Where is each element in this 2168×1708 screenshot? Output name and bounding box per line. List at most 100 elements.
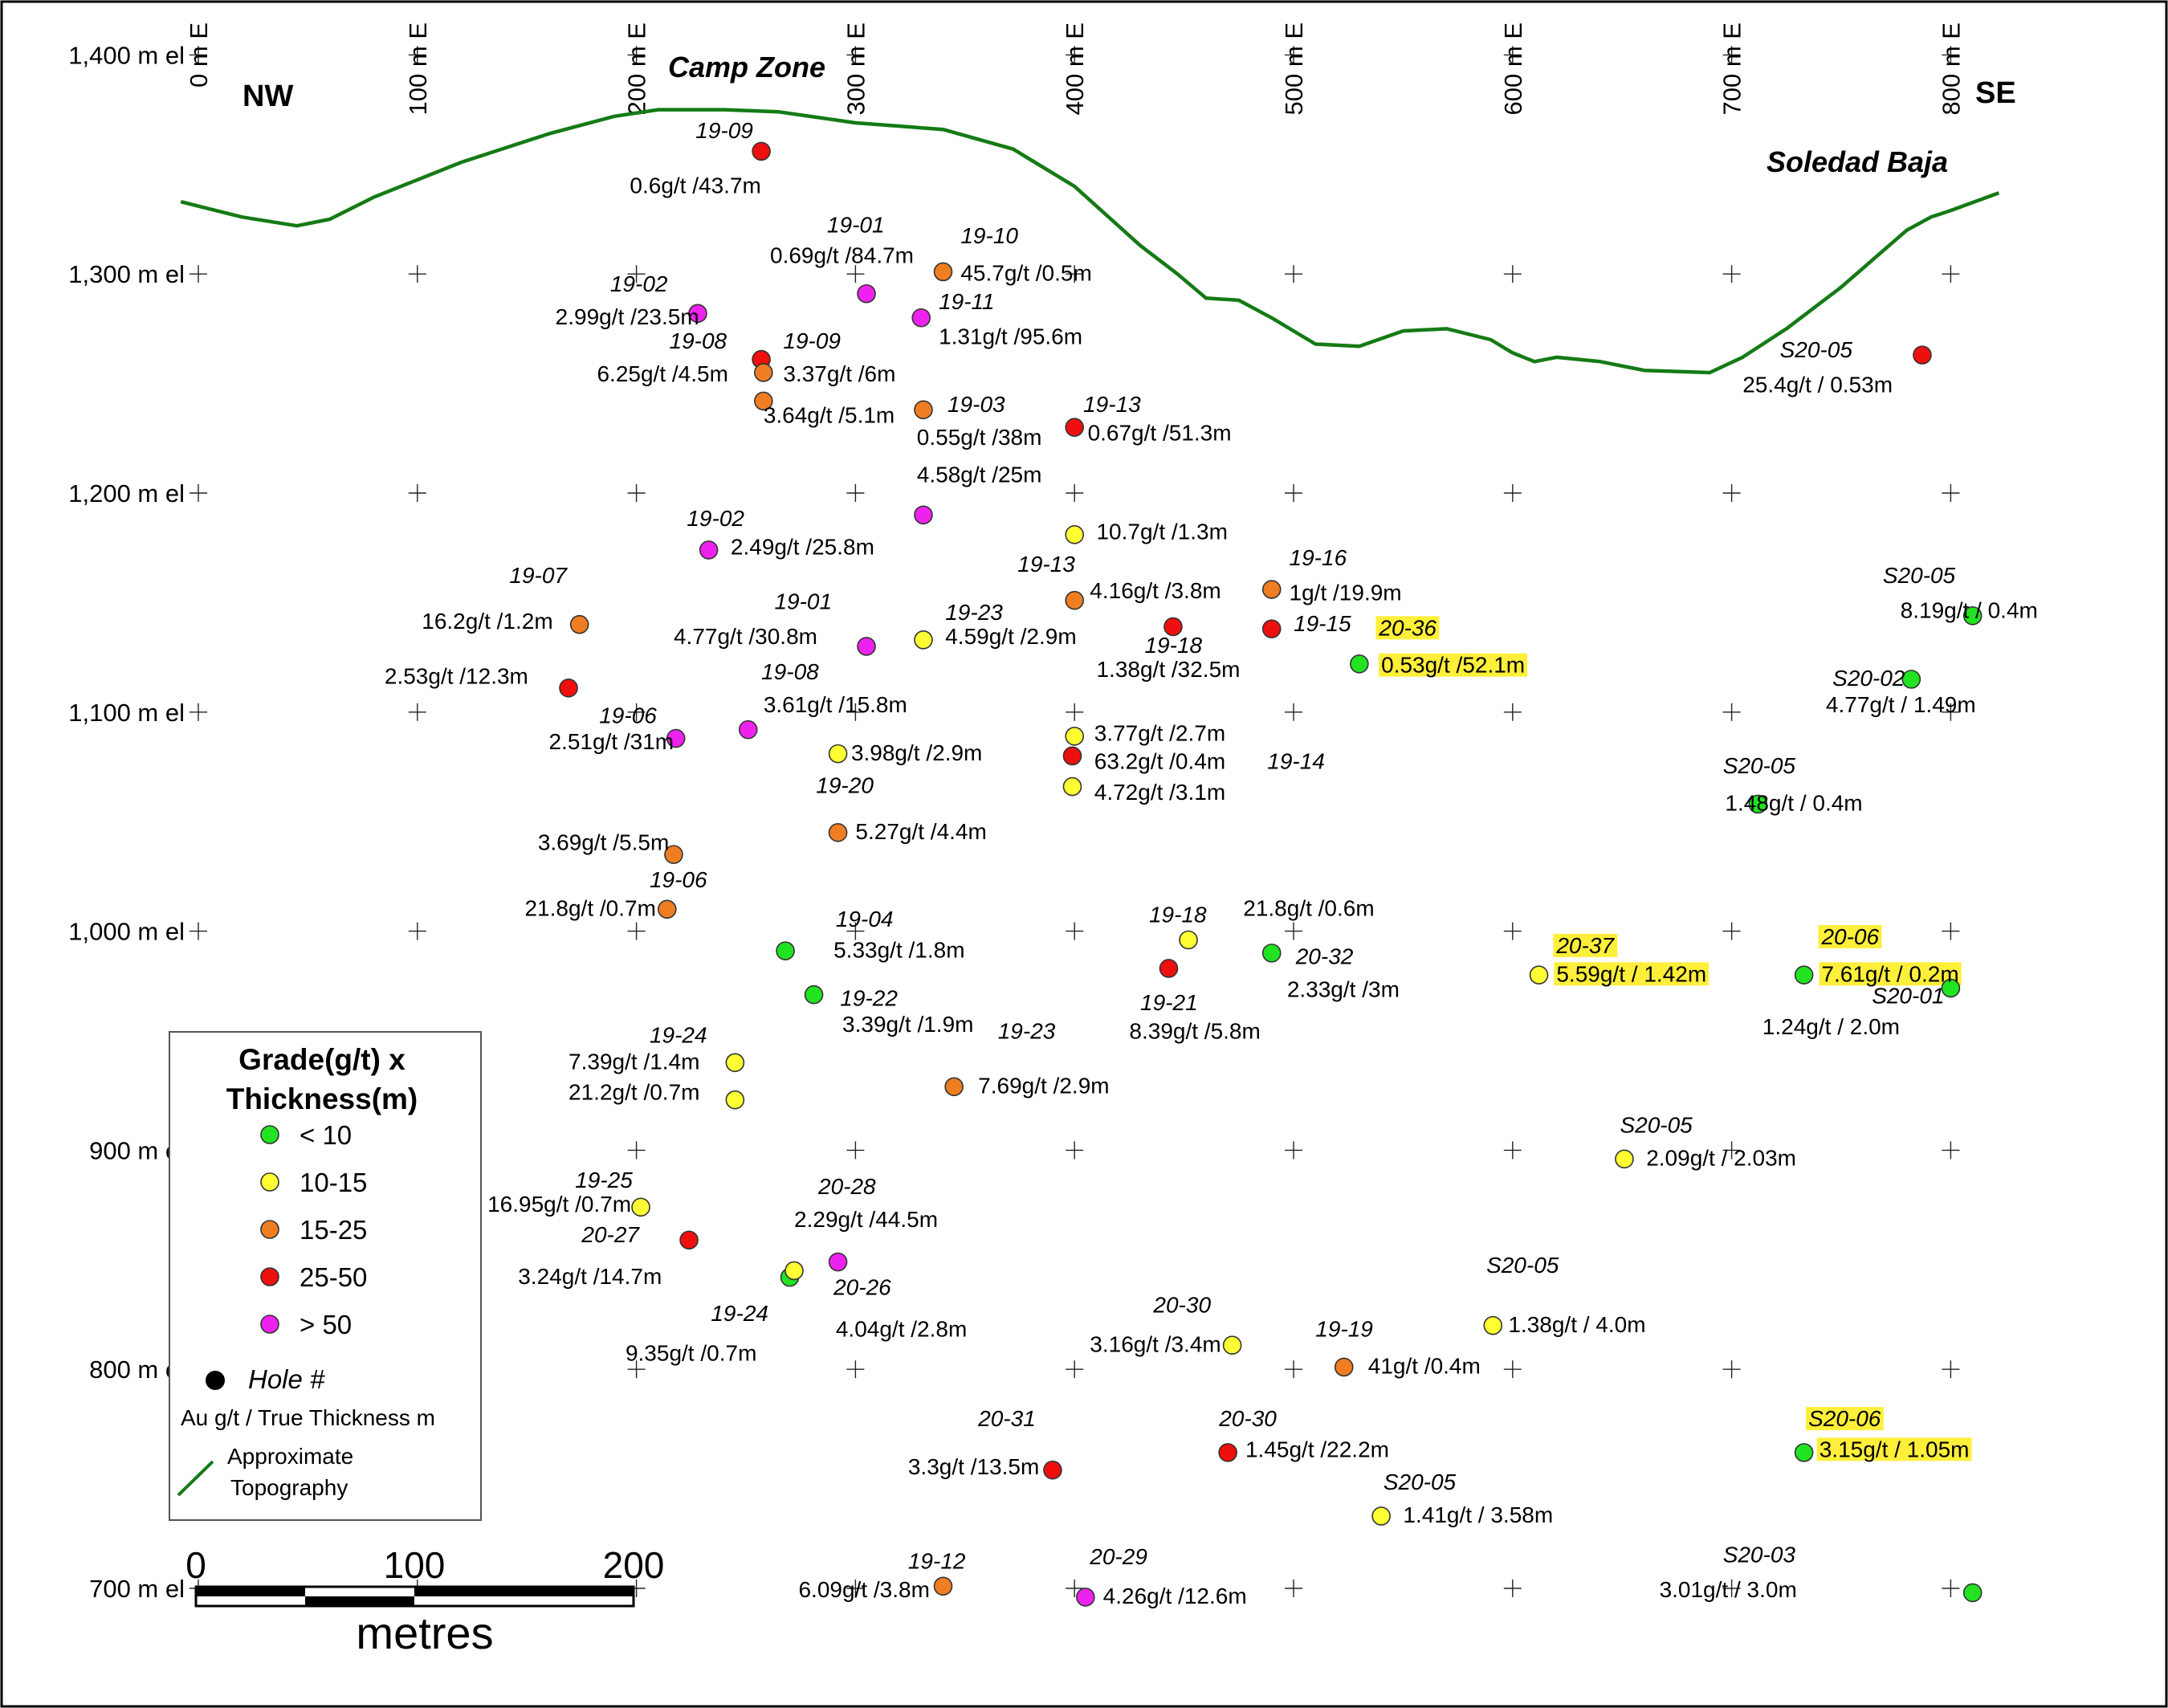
hole-id-label: 19-23 xyxy=(998,1018,1056,1043)
intercept-point xyxy=(784,1261,804,1281)
hole-id-label: 20-36 xyxy=(1378,615,1437,640)
intercept-point xyxy=(754,391,773,411)
topography-line xyxy=(180,108,2000,375)
section-labels: NW SE Camp Zone Soledad Baja xyxy=(242,51,2016,178)
hole-id-label: 19-24 xyxy=(650,1023,707,1048)
hole-id-label: 20-06 xyxy=(1820,924,1879,949)
intercept-point xyxy=(1334,1357,1354,1377)
hole-id-label: 20-37 xyxy=(1555,933,1615,958)
intercept-point xyxy=(752,141,771,161)
elevation-label: 700 m el xyxy=(89,1575,185,1603)
legend-hole-dot xyxy=(206,1371,225,1390)
hole-id-label: 19-10 xyxy=(960,223,1018,248)
drill-intercepts xyxy=(559,141,1983,1607)
hole-id-label: S20-05 xyxy=(1883,563,1956,588)
intercept-value-label: 3.24g/t /14.7m xyxy=(518,1264,662,1289)
se-label: SE xyxy=(1975,76,2016,110)
intercept-value-label: 4.59g/t /2.9m xyxy=(945,624,1076,649)
intercept-point xyxy=(828,744,848,764)
legend-hole-label: Hole # xyxy=(248,1364,325,1394)
hole-id-label: 20-27 xyxy=(581,1222,640,1247)
elevation-label: 1,000 m el xyxy=(68,918,185,946)
intercept-value-label: 16.95g/t /0.7m xyxy=(487,1192,631,1217)
intercept-point xyxy=(738,719,758,740)
legend-title-1: Grade(g/t) x xyxy=(238,1043,405,1076)
hole-id-label: 19-11 xyxy=(939,289,995,314)
hole-id-label: 19-18 xyxy=(1149,903,1207,927)
hole-id-label: 19-01 xyxy=(774,589,832,614)
hole-id-label: 20-32 xyxy=(1295,944,1354,969)
intercept-value-label: 2.09g/t / 2.03m xyxy=(1646,1145,1796,1170)
hole-id-label: 19-20 xyxy=(816,773,874,798)
intercept-value-label: 25.4g/t / 0.53m xyxy=(1742,373,1893,397)
scale-tick-100: 100 xyxy=(384,1544,446,1586)
hole-id-label: 19-13 xyxy=(1017,552,1075,577)
easting-label: 400 m E xyxy=(1061,22,1089,115)
intercept-point xyxy=(857,283,876,304)
intercept-point xyxy=(1179,930,1198,950)
elevation-label: 1,100 m el xyxy=(68,699,185,727)
intercept-point xyxy=(828,823,848,842)
intercept-point xyxy=(804,984,824,1005)
legend-swatch xyxy=(260,1220,279,1239)
legend-title-2: Thickness(m) xyxy=(226,1082,418,1115)
intercept-value-label: 2.53g/t /12.3m xyxy=(385,663,528,688)
legend-item-label: > 50 xyxy=(300,1310,352,1339)
intercept-value-label: 4.77g/t /30.8m xyxy=(674,624,817,649)
legend-item-label: < 10 xyxy=(300,1120,352,1150)
intercept-point xyxy=(631,1197,650,1217)
easting-label: 500 m E xyxy=(1280,22,1308,115)
hole-id-label: 19-03 xyxy=(947,392,1005,417)
intercept-value-label: 3.77g/t /2.7m xyxy=(1094,720,1225,745)
intercept-value-label: 7.61g/t / 0.2m xyxy=(1821,961,1958,986)
legend-item-label: 25-50 xyxy=(300,1262,367,1292)
hole-id-label: 19-06 xyxy=(650,867,707,892)
legend-swatch xyxy=(260,1125,279,1144)
hole-id-label: 19-09 xyxy=(783,328,841,353)
intercept-point xyxy=(754,363,773,382)
hole-id-label: 20-30 xyxy=(1152,1292,1211,1317)
intercept-value-label: 3.61g/t /15.8m xyxy=(764,692,907,717)
hole-id-label: 19-14 xyxy=(1267,749,1325,774)
intercept-value-label: 4.16g/t /3.8m xyxy=(1090,578,1221,603)
legend-item-label: 10-15 xyxy=(300,1168,367,1197)
intercept-value-label: 0.6g/t /43.7m xyxy=(630,173,760,198)
easting-label: 700 m E xyxy=(1718,22,1746,115)
intercept-point xyxy=(725,1090,745,1110)
intercept-point xyxy=(1794,1443,1814,1462)
hole-id-label: S20-03 xyxy=(1723,1542,1796,1567)
easting-label: 600 m E xyxy=(1499,22,1527,115)
scale-unit: metres xyxy=(356,1608,493,1658)
intercept-value-label: 6.09g/t /3.8m xyxy=(798,1577,929,1602)
intercept-value-label: 3.16g/t /3.4m xyxy=(1090,1331,1221,1356)
intercept-point xyxy=(1065,525,1084,544)
hole-id-label: 19-08 xyxy=(761,659,819,684)
camp-zone-label: Camp Zone xyxy=(668,51,825,84)
intercept-point xyxy=(828,1252,848,1272)
intercept-value-label: 10.7g/t /1.3m xyxy=(1096,519,1227,544)
intercept-point xyxy=(559,678,578,698)
intercept-value-label: 2.29g/t /44.5m xyxy=(794,1207,938,1232)
intercept-point xyxy=(1941,978,1961,998)
easting-label: 200 m E xyxy=(623,22,651,115)
scale-seg-3 xyxy=(414,1587,634,1596)
hole-id-label: 19-19 xyxy=(1315,1316,1373,1341)
legend-au-label: Au g/t / True Thickness m xyxy=(181,1405,435,1430)
intercept-value-label: 1g/t /19.9m xyxy=(1290,581,1402,605)
intercept-point xyxy=(776,941,795,960)
legend-swatch xyxy=(260,1267,279,1286)
intercept-point xyxy=(1962,605,1983,626)
intercept-value-label: 1.31g/t /95.6m xyxy=(939,324,1082,349)
intercept-value-label: 21.8g/t /0.7m xyxy=(524,896,655,921)
highlight-box xyxy=(1554,962,1710,986)
hole-id-label: S20-02 xyxy=(1832,666,1905,691)
intercept-point xyxy=(1261,944,1282,963)
intercept-value-label: 7.69g/t /2.9m xyxy=(978,1073,1109,1098)
intercept-value-label: 8.39g/t /5.8m xyxy=(1129,1018,1260,1043)
intercept-value-label: 3.39g/t /1.9m xyxy=(842,1012,973,1037)
easting-label: 100 m E xyxy=(404,22,432,115)
intercept-value-label: 4.58g/t /25m xyxy=(917,462,1042,487)
intercept-point xyxy=(1065,590,1084,610)
hole-id-label: S20-05 xyxy=(1486,1253,1559,1278)
